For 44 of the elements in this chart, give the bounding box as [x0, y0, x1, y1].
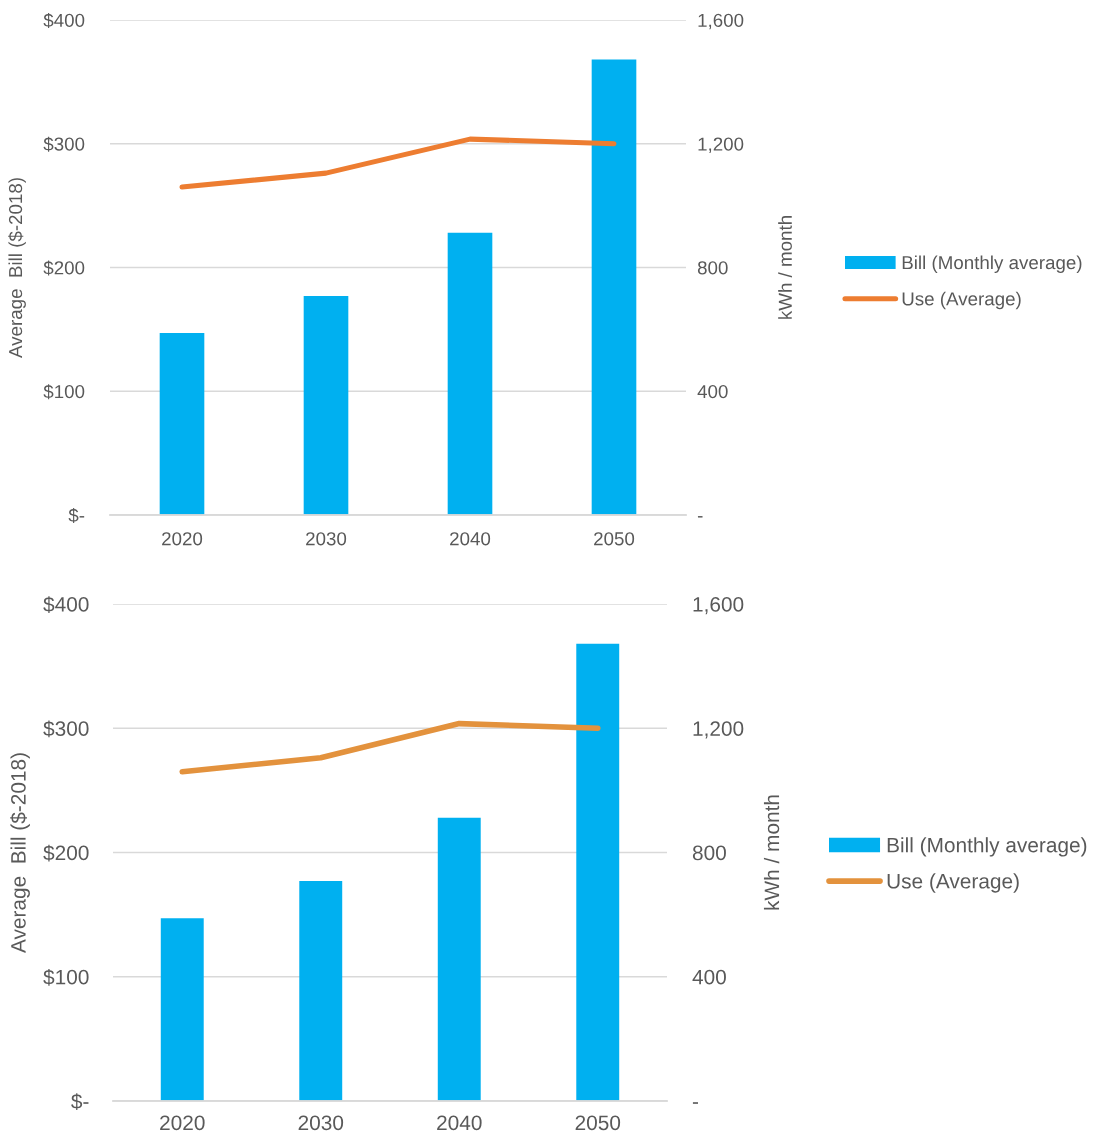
y-tick-label: $300	[43, 136, 85, 152]
y2-axis-title: kWh / month	[763, 795, 780, 910]
y2-tick-label: 1,600	[693, 597, 744, 615]
x-tick-label: 2030	[306, 532, 347, 546]
legend-label: Use (Average)	[887, 873, 1019, 893]
x-tick-label: 2030	[298, 1115, 344, 1131]
x-tick-label: 2020	[162, 532, 203, 546]
bar	[437, 817, 481, 1101]
y-tick-label: $100	[43, 384, 85, 400]
x-tick-label: 2050	[594, 532, 635, 546]
y-tick-label: $200	[43, 260, 85, 276]
y-axis-title: Average Bill ($-2018)	[8, 178, 26, 358]
y-tick-label: $400	[43, 596, 89, 613]
y2-axis-title: kWh / month	[778, 216, 792, 319]
x-tick-label: 2040	[450, 532, 491, 546]
legend-label: Bill (Monthly average)	[887, 837, 1087, 857]
y2-tick-label: -	[697, 516, 703, 518]
bar	[447, 232, 493, 515]
bar	[159, 333, 205, 515]
x-tick-label: 2040	[437, 1115, 482, 1131]
y-axis-title: Average Bill ($-2018)	[10, 753, 30, 954]
legend-label: Use (Average)	[902, 291, 1021, 310]
y2-tick-label: 1,600	[698, 13, 744, 30]
y2-tick-label: 400	[692, 969, 726, 985]
legend-label: Bill (Monthly average)	[902, 255, 1082, 273]
y-tick-label: $100	[43, 968, 89, 986]
bar	[576, 643, 620, 1101]
bar	[299, 881, 343, 1101]
y-tick-label: $300	[43, 720, 89, 738]
y2-tick-label: 1,200	[698, 137, 744, 153]
y-tick-label: $200	[43, 844, 89, 862]
y2-tick-label: 800	[692, 845, 726, 861]
y-tick-label: $-	[68, 507, 85, 524]
y2-tick-label: 400	[697, 384, 728, 399]
y2-tick-label: 1,200	[693, 721, 744, 739]
x-tick-label: 2020	[160, 1115, 205, 1131]
y2-tick-label: 800	[697, 261, 728, 275]
bar	[160, 918, 204, 1101]
bar	[303, 295, 349, 515]
bar	[591, 59, 637, 515]
x-tick-label: 2050	[575, 1115, 621, 1131]
y-tick-label: $400	[43, 12, 85, 29]
y-tick-label: $-	[71, 1093, 89, 1110]
y2-tick-label: -	[692, 1102, 699, 1104]
